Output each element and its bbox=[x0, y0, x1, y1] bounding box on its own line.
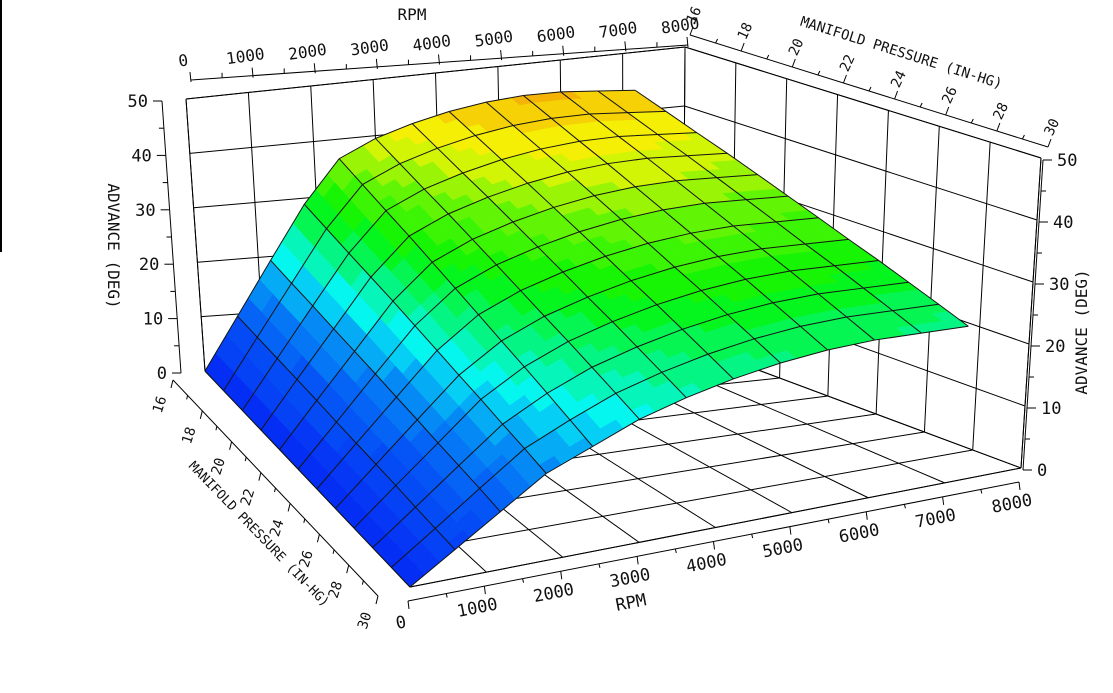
y-axis-bottom-tick-label: 20 bbox=[209, 456, 229, 477]
z-axis-left-tick-label: 0 bbox=[157, 364, 167, 384]
x-axis-top-tick-label: 3000 bbox=[349, 35, 390, 59]
z-axis-right-tick-label: 10 bbox=[1041, 399, 1061, 419]
y-axis-top-tick-label: 22 bbox=[837, 52, 859, 74]
z-axis-left-tick-label: 20 bbox=[139, 255, 159, 275]
y-axis-top-tick-label: 26 bbox=[939, 84, 961, 106]
x-axis-bottom-tick-label: 5000 bbox=[761, 535, 805, 562]
z-axis-right-tick-label: 50 bbox=[1057, 151, 1077, 171]
x-axis-top-tick-label: 6000 bbox=[536, 22, 577, 46]
z-axis-left-title: ADVANCE (DEG) bbox=[104, 183, 123, 308]
x-axis-bottom-tick-label: 7000 bbox=[914, 505, 958, 532]
z-axis-right-tick-label: 30 bbox=[1049, 275, 1069, 295]
z-axis-left-tick-label: 50 bbox=[128, 92, 148, 112]
x-axis-bottom-title: RPM bbox=[614, 590, 648, 615]
y-axis-top-tick-label: 16 bbox=[684, 4, 706, 26]
surface-fills bbox=[204, 89, 969, 588]
x-axis-top-tick-label: 1000 bbox=[225, 44, 266, 68]
y-axis-top-tick-label: 28 bbox=[990, 100, 1012, 122]
z-axis-right-title: ADVANCE (DEG) bbox=[1072, 269, 1091, 394]
z-axis-left-tick-label: 30 bbox=[135, 201, 155, 221]
y-axis-bottom-tick-label: 30 bbox=[355, 610, 375, 631]
x-axis-top-tick-label: 0 bbox=[177, 50, 189, 70]
window-edge-artifact bbox=[0, 0, 2, 252]
y-axis-top-tick-label: 24 bbox=[888, 68, 910, 90]
y-axis-top-tick-label: 30 bbox=[1042, 116, 1064, 138]
y-axis-top-tick-label: 18 bbox=[735, 20, 757, 42]
surface-mesh bbox=[204, 89, 969, 588]
x-axis-top-tick-label: 7000 bbox=[598, 18, 639, 42]
y-axis-top-tick-label: 20 bbox=[786, 36, 808, 58]
x-axis-top-title: RPM bbox=[398, 5, 427, 24]
z-axis-right-tick-label: 0 bbox=[1037, 461, 1047, 481]
x-axis-bottom-tick-label: 6000 bbox=[837, 520, 881, 547]
x-axis-top-tick-label: 4000 bbox=[411, 31, 452, 55]
y-axis-bottom-tick-label: 28 bbox=[326, 579, 346, 600]
y-axis-bottom-tick-label: 26 bbox=[296, 549, 316, 570]
y-axis-bottom-tick-label: 24 bbox=[267, 518, 287, 539]
y-axis-bottom-tick-label: 22 bbox=[238, 487, 258, 508]
y-axis-bottom-tick-label: 16 bbox=[150, 394, 170, 415]
y-axis-bottom-tick-label: 18 bbox=[179, 425, 199, 446]
z-axis-right-tick-label: 20 bbox=[1045, 337, 1065, 357]
z-axis-left-tick-label: 40 bbox=[131, 146, 151, 166]
z-axis-left-tick-label: 10 bbox=[143, 310, 163, 330]
x-axis-bottom-tick-label: 3000 bbox=[608, 565, 652, 592]
x-axis-bottom-tick-label: 2000 bbox=[532, 580, 576, 607]
x-axis-bottom-tick-label: 8000 bbox=[990, 490, 1034, 517]
x-axis-top-tick-label: 5000 bbox=[473, 27, 514, 51]
z-axis-right-tick-label: 40 bbox=[1053, 213, 1073, 233]
x-axis-bottom-tick-label: 4000 bbox=[685, 550, 729, 577]
x-axis-bottom-tick-label: 1000 bbox=[455, 594, 499, 621]
x-axis-bottom-tick-label: 0 bbox=[394, 612, 408, 634]
x-axis-top-tick-label: 2000 bbox=[287, 40, 328, 64]
